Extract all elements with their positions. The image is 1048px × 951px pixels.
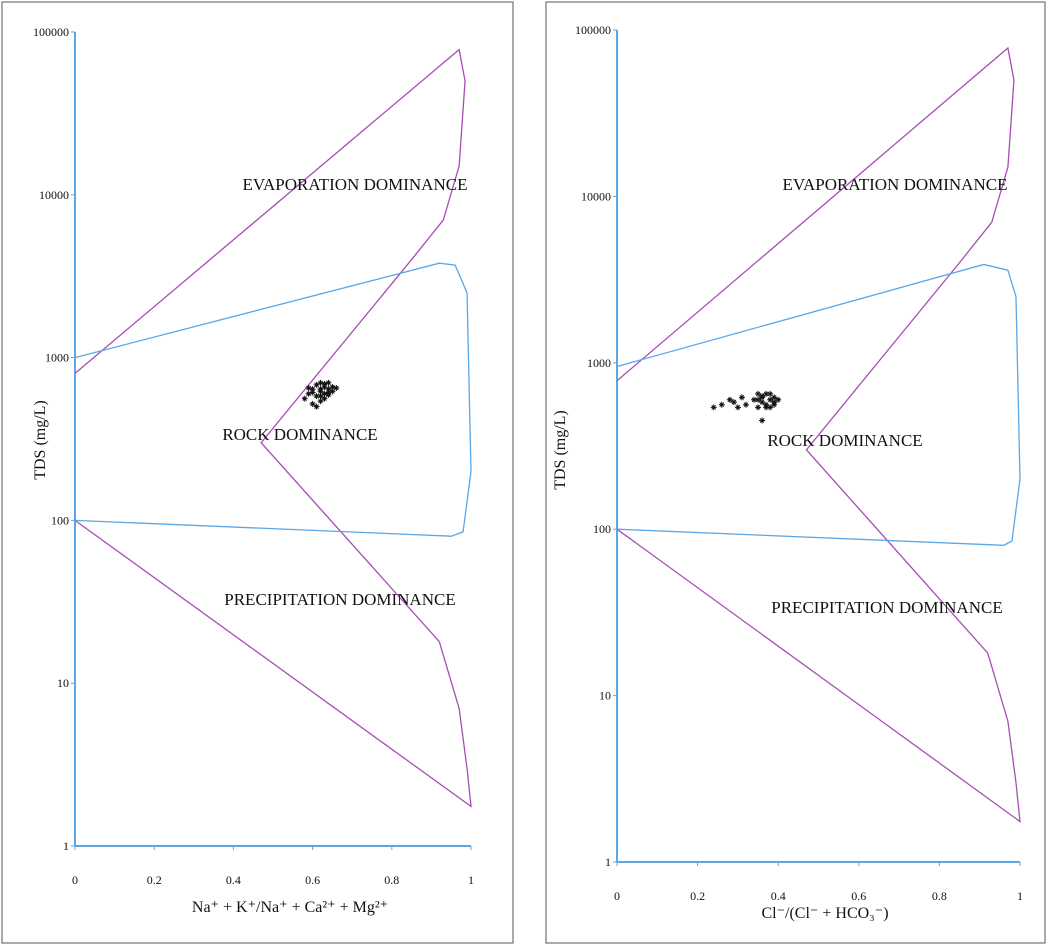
sample-point xyxy=(317,398,324,405)
sample-point xyxy=(767,390,774,397)
x-tick-label: 0.4 xyxy=(226,873,241,887)
boundary-curve xyxy=(616,46,1021,823)
sample-point xyxy=(305,385,312,392)
region-label: EVAPORATION DOMINANCE xyxy=(783,175,1008,194)
sample-point xyxy=(313,393,320,400)
y-tick-label: 100 xyxy=(51,513,69,527)
y-tick-label: 1000 xyxy=(45,351,69,365)
sample-point xyxy=(325,379,332,386)
sample-point xyxy=(309,386,316,393)
sample-point xyxy=(317,393,324,400)
sample-point xyxy=(751,396,758,403)
region-label: ROCK DOMINANCE xyxy=(222,425,377,444)
sample-point xyxy=(321,380,328,387)
y-tick-label: 1000 xyxy=(587,356,611,370)
boundary-curve xyxy=(74,262,472,537)
sample-point xyxy=(301,395,308,402)
region-label: EVAPORATION DOMINANCE xyxy=(243,175,468,194)
y-tick-label: 1 xyxy=(605,855,611,869)
sample-point xyxy=(305,390,312,397)
sample-point xyxy=(767,396,774,403)
y-tick-label: 10000 xyxy=(581,189,611,203)
sample-point xyxy=(325,389,332,396)
sample-point xyxy=(763,390,770,397)
region-label: ROCK DOMINANCE xyxy=(767,431,922,450)
y-tick-label: 10 xyxy=(599,689,611,703)
sample-point xyxy=(718,401,725,408)
sample-point xyxy=(710,404,717,411)
sample-point xyxy=(329,383,336,390)
sample-point xyxy=(329,388,336,395)
sample-point xyxy=(771,401,778,408)
sample-point xyxy=(309,400,316,407)
x-tick-label: 0.6 xyxy=(851,889,866,903)
y-tick-label: 10 xyxy=(57,676,69,690)
sample-point xyxy=(775,396,782,403)
sample-point xyxy=(755,404,762,411)
x-axis-label: Cl⁻/(Cl⁻ + HCO₃⁻) xyxy=(761,905,888,922)
sample-point xyxy=(309,389,316,396)
sample-point xyxy=(759,393,766,400)
y-tick-label: 10000 xyxy=(39,188,69,202)
x-axis-label: Na⁺ + K⁺/Na⁺ + Ca²⁺ + Mg²⁺ xyxy=(192,899,388,916)
sample-point xyxy=(325,386,332,393)
y-tick-label: 100 xyxy=(593,522,611,536)
x-tick-label: 0.2 xyxy=(147,873,162,887)
sample-point xyxy=(763,404,770,411)
x-tick-label: 0 xyxy=(614,889,620,903)
x-tick-label: 0.6 xyxy=(305,873,320,887)
sample-point xyxy=(734,404,741,411)
sample-point xyxy=(755,396,762,403)
sample-point xyxy=(321,383,328,390)
sample-point xyxy=(321,390,328,397)
x-tick-label: 0.2 xyxy=(690,889,705,903)
panel-border xyxy=(545,1,1046,944)
sample-point xyxy=(759,399,766,406)
sample-point xyxy=(317,386,324,393)
sample-point xyxy=(730,399,737,406)
x-tick-label: 0.4 xyxy=(771,889,786,903)
y-tick-label: 100000 xyxy=(33,25,69,39)
sample-point xyxy=(313,381,320,388)
region-label: PRECIPITATION DOMINANCE xyxy=(224,590,455,609)
y-tick-label: 1 xyxy=(63,839,69,853)
region-label: PRECIPITATION DOMINANCE xyxy=(771,598,1002,617)
x-tick-label: 0.8 xyxy=(384,873,399,887)
y-axis-label: TDS (mg/L) xyxy=(32,400,49,480)
sample-point xyxy=(759,417,766,424)
y-axis-label: TDS (mg/L) xyxy=(552,410,569,490)
sample-point xyxy=(767,404,774,411)
boundary-curve xyxy=(74,48,472,808)
y-tick-label: 100000 xyxy=(575,23,611,37)
x-tick-label: 0 xyxy=(72,873,78,887)
sample-point xyxy=(321,395,328,402)
x-tick-label: 0.8 xyxy=(932,889,947,903)
sample-point xyxy=(726,396,733,403)
sample-point xyxy=(738,394,745,401)
x-tick-label: 1 xyxy=(468,873,474,887)
boundary-curve xyxy=(616,263,1021,546)
x-tick-label: 1 xyxy=(1017,889,1023,903)
sample-point xyxy=(333,385,340,392)
sample-point xyxy=(313,403,320,410)
sample-point xyxy=(317,379,324,386)
sample-point xyxy=(742,401,749,408)
sample-point xyxy=(771,394,778,401)
sample-point xyxy=(755,390,762,397)
panel-border xyxy=(1,1,514,944)
